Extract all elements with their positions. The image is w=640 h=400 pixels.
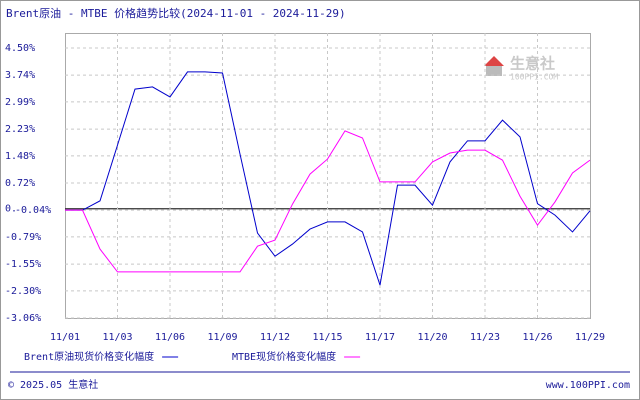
watermark-house bbox=[486, 66, 502, 76]
y-tick-label: -1.55% bbox=[5, 259, 41, 270]
x-tick-label: 11/03 bbox=[102, 332, 132, 343]
x-tick-label: 11/12 bbox=[260, 332, 290, 343]
y-tick-label: 1.48% bbox=[5, 151, 35, 162]
y-tick-label: -0.04% bbox=[15, 205, 51, 216]
watermark-url: 100PPI.COM bbox=[510, 73, 558, 82]
y-tick-label: 2.99% bbox=[5, 97, 35, 108]
legend-label: Brent原油现货价格变化幅度 bbox=[24, 350, 154, 363]
series-line bbox=[65, 71, 591, 286]
watermark-roof bbox=[484, 56, 504, 66]
y-tick-label: 2.23% bbox=[5, 124, 35, 135]
x-tick-label: 11/06 bbox=[155, 332, 185, 343]
x-tick-label: 11/01 bbox=[50, 332, 80, 343]
watermark: 生意社 100PPI.COM bbox=[484, 55, 558, 82]
x-tick-label: 11/26 bbox=[522, 332, 552, 343]
y-tick-label: 3.74% bbox=[5, 70, 35, 81]
x-tick-label: 11/09 bbox=[207, 332, 237, 343]
y-tick-label: 0.72% bbox=[5, 178, 35, 189]
y-tick-label: -0.79% bbox=[5, 232, 41, 243]
y-tick-label: -2.30% bbox=[5, 286, 41, 297]
x-tick-label: 11/29 bbox=[575, 332, 605, 343]
series-line bbox=[65, 130, 591, 273]
y-tick-label: 0. bbox=[5, 204, 17, 215]
x-tick-label: 11/23 bbox=[470, 332, 500, 343]
x-tick-label: 11/17 bbox=[365, 332, 395, 343]
footer-left: © 2025.05 生意社 bbox=[8, 378, 98, 391]
legend-label: MTBE现货价格变化幅度 bbox=[232, 350, 336, 363]
y-tick-label: 4.50% bbox=[5, 43, 35, 54]
x-tick-label: 11/15 bbox=[312, 332, 342, 343]
x-tick-label: 11/20 bbox=[417, 332, 447, 343]
footer-right: www.100PPI.com bbox=[546, 380, 630, 391]
chart-title: Brent原油 - MTBE 价格趋势比较(2024-11-01 - 2024-… bbox=[6, 6, 346, 20]
y-tick-label: -3.06% bbox=[5, 313, 41, 324]
watermark-name: 生意社 bbox=[510, 55, 555, 73]
